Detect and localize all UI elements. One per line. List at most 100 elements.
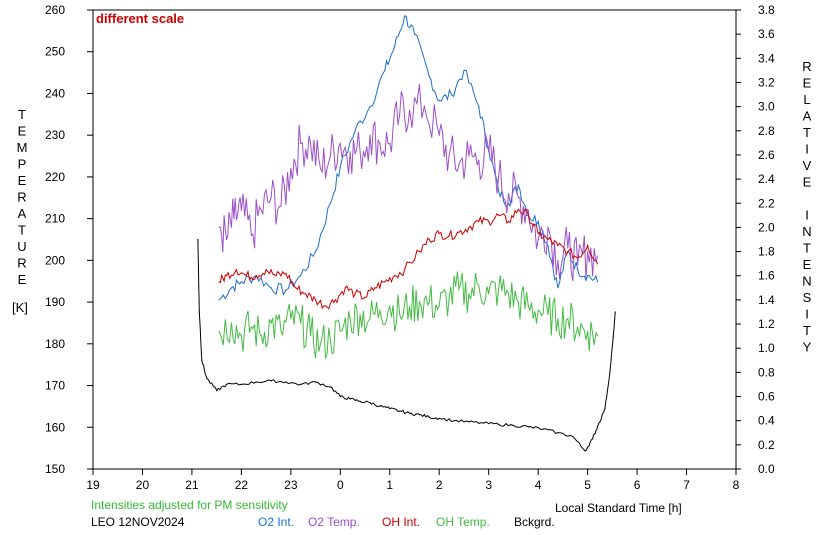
x-tick-label: 6: [634, 478, 641, 492]
data-point: [468, 226, 470, 228]
x-tick-label: 7: [683, 478, 690, 492]
right-tick-label: 0.6: [758, 390, 775, 404]
data-point: [399, 410, 401, 412]
data-point: [451, 94, 453, 96]
right-tick-label: 0.8: [758, 365, 775, 379]
right-tick-label: 2.6: [758, 148, 775, 162]
data-point: [478, 159, 480, 161]
data-point: [280, 205, 282, 207]
data-point: [270, 197, 272, 199]
data-point: [379, 405, 381, 407]
data-point: [572, 435, 574, 437]
right-tick-label: 3.6: [758, 27, 775, 41]
data-point: [547, 244, 549, 247]
data-point: [507, 220, 510, 222]
data-point: [270, 380, 272, 382]
data-point: [319, 168, 322, 170]
x-tick-label: 20: [136, 478, 150, 492]
series-oh-temp: [218, 271, 599, 359]
data-point: [300, 142, 302, 145]
data-point: [399, 113, 401, 115]
data-point: [315, 299, 317, 301]
data-point: [255, 381, 257, 383]
data-point: [329, 155, 331, 157]
legend-entry: Bckgrd.: [514, 515, 555, 529]
data-point: [409, 305, 411, 307]
left-tick-label: 210: [45, 212, 65, 226]
data-point: [364, 296, 366, 299]
data-point: [399, 314, 401, 316]
left-tick-label: 190: [45, 295, 65, 309]
data-point: [458, 163, 460, 165]
data-point: [359, 314, 361, 316]
data-point: [240, 334, 242, 337]
data-point: [339, 395, 341, 398]
station-date: LEO 12NOV2024: [91, 515, 185, 529]
data-point: [498, 190, 500, 192]
data-point: [418, 414, 420, 416]
right-axis-title-letter: I: [805, 307, 809, 322]
data-point: [300, 383, 302, 385]
data-point: [394, 45, 396, 47]
data-point: [507, 193, 510, 195]
data-point: [577, 326, 579, 328]
data-point: [428, 238, 430, 241]
data-point: [438, 417, 440, 419]
data-point: [409, 109, 411, 111]
data-point: [537, 220, 539, 222]
data-point: [206, 377, 208, 379]
data-point: [300, 322, 302, 324]
data-point: [458, 231, 460, 233]
data-point: [225, 275, 228, 277]
data-point: [512, 424, 515, 427]
data-point: [428, 75, 430, 77]
data-point: [428, 416, 430, 418]
data-point: [507, 202, 510, 204]
legend-entry: O2 Temp.: [308, 515, 360, 529]
data-point: [537, 309, 539, 311]
data-point: [527, 214, 529, 216]
data-point: [596, 334, 599, 337]
data-point: [216, 389, 218, 392]
data-point: [250, 326, 252, 328]
data-point: [418, 301, 420, 303]
data-point: [240, 383, 242, 385]
data-point: [498, 176, 500, 178]
data-point: [349, 318, 351, 320]
data-point: [453, 420, 455, 422]
data-point: [567, 247, 569, 249]
data-point: [587, 251, 589, 253]
data-point: [612, 335, 614, 337]
data-point: [384, 69, 386, 71]
data-point: [218, 299, 220, 301]
data-point: [498, 423, 500, 425]
data-point: [329, 202, 331, 204]
data-point: [463, 69, 465, 71]
right-tick-label: 2.8: [758, 124, 775, 138]
data-point: [448, 235, 450, 237]
data-point: [488, 151, 490, 153]
data-point: [596, 263, 599, 265]
left-axis-ticks: 150 160 170 180 190 200 210 220 230 240 250 260: [45, 3, 93, 476]
left-tick-label: 170: [45, 379, 65, 393]
series-o2-int: [218, 15, 599, 301]
right-tick-label: 2.0: [758, 220, 775, 234]
left-tick-label: 150: [45, 462, 65, 476]
data-point: [240, 281, 242, 283]
right-axis-title-letter: I: [805, 142, 809, 157]
data-point: [614, 311, 616, 313]
right-tick-label: 0.0: [758, 462, 775, 476]
data-point: [250, 234, 252, 236]
x-tick-label: 21: [185, 478, 199, 492]
data-point: [517, 301, 520, 303]
x-tick-label: 19: [86, 478, 100, 492]
data-point: [517, 184, 520, 186]
data-point: [468, 155, 470, 157]
series-lines: [197, 15, 616, 452]
data-point: [517, 208, 520, 210]
data-point: [547, 238, 549, 241]
data-point: [587, 330, 589, 332]
data-point: [369, 134, 371, 136]
data-point: [394, 275, 396, 277]
